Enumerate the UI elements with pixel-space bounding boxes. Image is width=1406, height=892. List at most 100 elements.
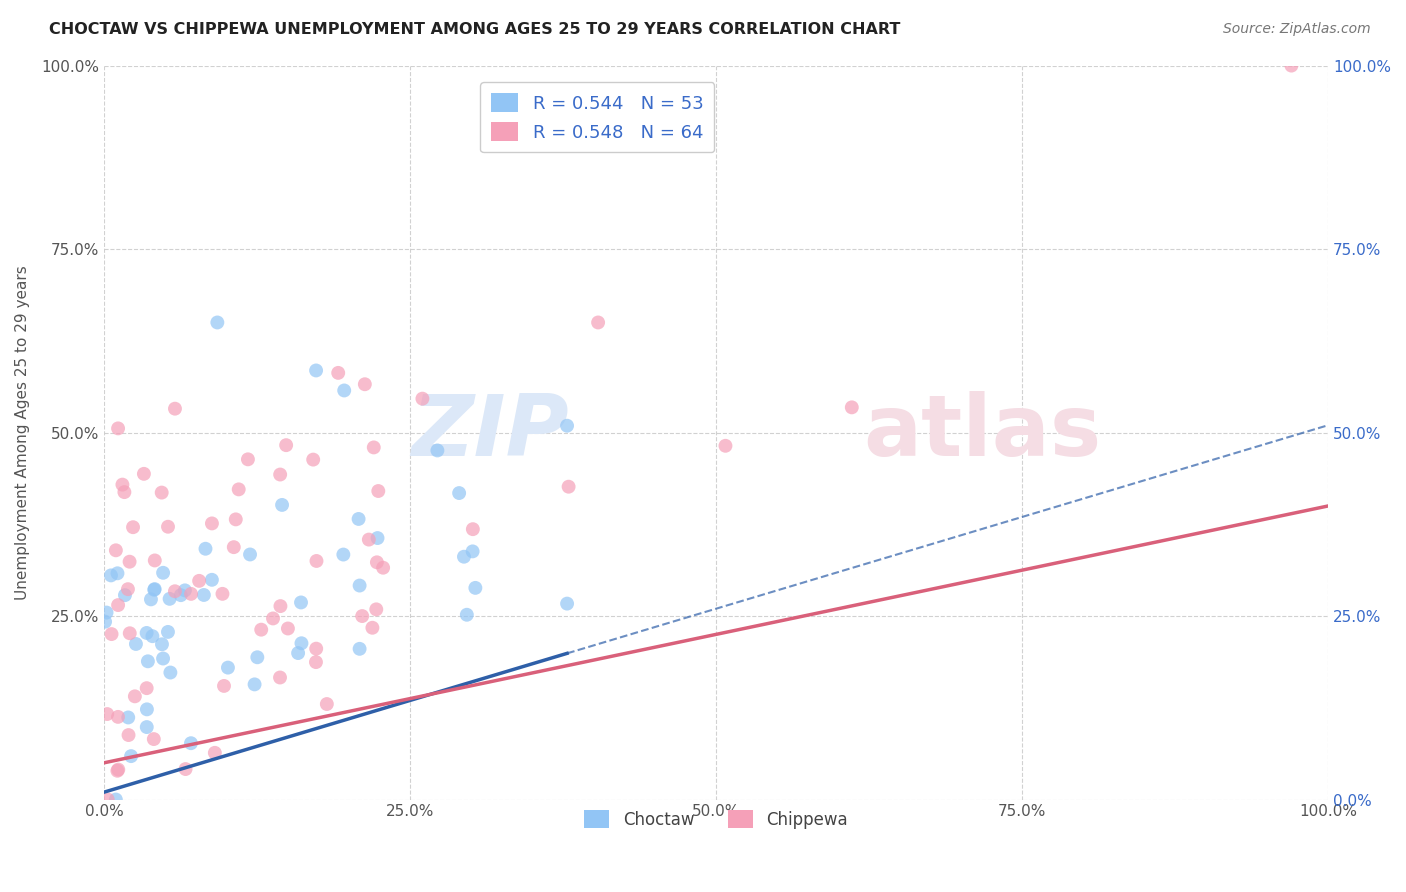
Text: Source: ZipAtlas.com: Source: ZipAtlas.com (1223, 22, 1371, 37)
Point (136, 654, 159, 668)
Point (118, 555, 141, 569)
Point (180, 587, 202, 601)
Point (586, 316, 609, 330)
Text: ZIP: ZIP (412, 391, 569, 474)
Point (243, 677, 266, 691)
Point (353, 377, 375, 392)
Point (236, 452, 259, 467)
Point (124, 690, 146, 704)
Point (163, 584, 186, 599)
Point (461, 544, 484, 558)
Point (371, 560, 394, 574)
Point (170, 588, 193, 602)
Point (114, 588, 136, 602)
Point (411, 392, 433, 406)
Point (464, 581, 486, 595)
Point (141, 629, 163, 643)
Point (100, 568, 122, 582)
Text: CHOCTAW VS CHIPPEWA UNEMPLOYMENT AMONG AGES 25 TO 29 YEARS CORRELATION CHART: CHOCTAW VS CHIPPEWA UNEMPLOYMENT AMONG A… (49, 22, 901, 37)
Point (328, 366, 350, 380)
Point (366, 602, 388, 616)
Point (204, 746, 226, 760)
Point (352, 609, 374, 624)
Point (349, 641, 371, 656)
Point (361, 621, 384, 635)
Point (250, 623, 273, 637)
Point (714, 439, 737, 453)
Point (156, 624, 179, 639)
Point (125, 637, 148, 651)
Point (211, 587, 233, 601)
Point (363, 441, 385, 455)
Point (174, 583, 197, 598)
Point (120, 749, 142, 764)
Point (94, 615, 117, 629)
Point (107, 598, 129, 612)
Point (246, 650, 269, 665)
Point (135, 720, 157, 734)
Point (367, 531, 389, 545)
Point (201, 516, 224, 531)
Point (111, 477, 134, 491)
Point (305, 655, 328, 669)
Point (287, 646, 309, 660)
Point (96, 606, 118, 620)
Point (107, 763, 129, 777)
Point (269, 467, 291, 482)
Point (194, 541, 217, 556)
Point (277, 622, 299, 636)
Point (150, 485, 173, 500)
Point (193, 588, 215, 602)
Point (96, 707, 118, 722)
Point (135, 681, 157, 695)
Point (269, 599, 291, 613)
Point (222, 540, 245, 554)
Point (143, 553, 166, 567)
Point (239, 548, 262, 562)
Point (152, 651, 174, 665)
Point (315, 697, 337, 711)
Text: atlas: atlas (863, 391, 1101, 474)
Point (290, 595, 312, 609)
Point (557, 480, 579, 494)
Point (453, 549, 475, 564)
Point (104, 792, 127, 806)
Point (135, 702, 157, 716)
Point (188, 574, 211, 588)
Point (841, 401, 863, 415)
Point (174, 762, 197, 776)
Point (333, 384, 356, 398)
Point (357, 533, 380, 547)
Point (225, 512, 247, 526)
Point (461, 522, 484, 536)
Point (152, 566, 174, 580)
Point (117, 728, 139, 742)
Point (276, 438, 298, 452)
Point (180, 736, 202, 750)
Legend: Choctaw, Chippewa: Choctaw, Chippewa (578, 803, 855, 835)
Point (117, 582, 139, 597)
Point (456, 607, 478, 622)
Point (143, 582, 166, 597)
Point (142, 732, 165, 747)
Point (212, 679, 235, 693)
Point (332, 548, 354, 562)
Point (159, 665, 181, 680)
Point (107, 421, 129, 435)
Y-axis label: Unemployment Among Ages 25 to 29 years: Unemployment Among Ages 25 to 29 years (15, 265, 30, 600)
Point (107, 566, 129, 581)
Point (217, 660, 239, 674)
Point (555, 418, 578, 433)
Point (135, 626, 157, 640)
Point (201, 573, 224, 587)
Point (117, 710, 139, 724)
Point (347, 512, 370, 526)
Point (426, 443, 449, 458)
Point (156, 520, 179, 534)
Point (228, 483, 250, 497)
Point (163, 401, 186, 416)
Point (302, 452, 325, 467)
Point (100, 627, 122, 641)
Point (207, 316, 229, 330)
Point (132, 467, 155, 481)
